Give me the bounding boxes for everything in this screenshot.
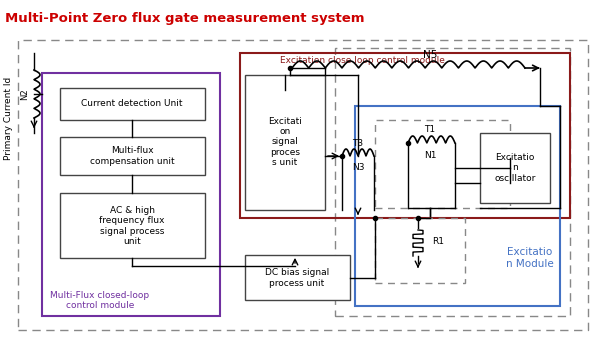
Text: Multi-Flux closed-loop
control module: Multi-Flux closed-loop control module bbox=[51, 291, 149, 310]
Text: Excitati
on
signal
proces
s unit: Excitati on signal proces s unit bbox=[268, 117, 302, 167]
Text: T3: T3 bbox=[352, 139, 364, 147]
Text: Primary Current Id: Primary Current Id bbox=[4, 76, 13, 160]
Bar bbox=[18, 40, 588, 330]
Bar bbox=[375, 120, 510, 208]
Bar bbox=[60, 88, 205, 120]
Text: N3: N3 bbox=[352, 164, 364, 172]
Text: Excitatio
n
oscillator: Excitatio n oscillator bbox=[494, 153, 536, 183]
Text: Multi-Point Zero flux gate measurement system: Multi-Point Zero flux gate measurement s… bbox=[5, 12, 364, 25]
Bar bbox=[60, 193, 205, 258]
Text: R1: R1 bbox=[432, 238, 444, 246]
Text: AC & high
frequency flux
signal process
unit: AC & high frequency flux signal process … bbox=[99, 206, 165, 246]
Bar bbox=[42, 73, 220, 316]
Text: Excitatio
n Module: Excitatio n Module bbox=[506, 247, 554, 269]
Text: T1: T1 bbox=[424, 125, 436, 135]
Bar bbox=[480, 133, 550, 203]
Text: N1: N1 bbox=[424, 150, 436, 160]
Bar bbox=[355, 106, 560, 306]
Text: DC bias signal
process unit: DC bias signal process unit bbox=[265, 268, 329, 288]
Text: Excitation close loop control module: Excitation close loop control module bbox=[280, 56, 445, 65]
Text: N5: N5 bbox=[423, 50, 437, 60]
Text: Current detection Unit: Current detection Unit bbox=[81, 99, 183, 108]
Bar bbox=[245, 75, 325, 210]
Bar bbox=[240, 53, 570, 218]
Bar bbox=[375, 218, 465, 283]
Text: N2: N2 bbox=[20, 88, 29, 100]
Bar bbox=[245, 255, 350, 300]
Bar bbox=[335, 48, 570, 316]
Bar bbox=[60, 137, 205, 175]
Text: Multi-flux
compensation unit: Multi-flux compensation unit bbox=[90, 146, 175, 166]
